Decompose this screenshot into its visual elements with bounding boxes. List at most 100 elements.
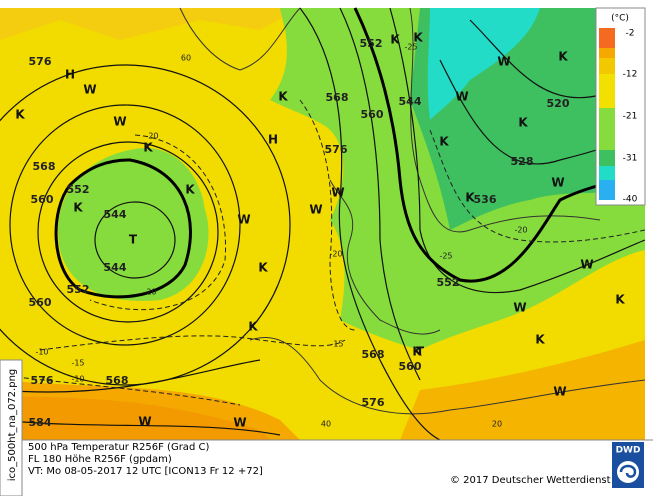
temperature-label: -20 (145, 132, 158, 141)
contour-label: 560 (399, 360, 422, 373)
contour-label: 576 (31, 374, 54, 387)
pressure-marker: H (65, 68, 75, 82)
footer-line: FL 180 Höhe R256F (gpdam) (28, 454, 172, 465)
legend-swatch (599, 150, 615, 166)
legend-labels: -2 -12 -21 -31 -40 (623, 29, 638, 205)
orange-region (400, 340, 645, 440)
pressure-marker: K (558, 50, 568, 64)
pressure-marker: W (138, 415, 151, 429)
temperature-label: 60 (181, 54, 191, 63)
temperature-label: -20 (329, 250, 342, 259)
contour-label: 576 (362, 396, 385, 409)
pressure-marker: W (497, 55, 510, 69)
pressure-marker: W (331, 186, 344, 200)
legend-swatch (599, 166, 615, 180)
map-labels: 576 568 560 552 544 544 552 560 576 568 584 568 560 5… (8, 31, 625, 430)
cold-green (58, 148, 209, 301)
temperature-label: -10 (71, 375, 84, 384)
footer-line: 500 hPa Temperatur R256F (Grad C) (28, 442, 209, 453)
pressure-marker: K (258, 261, 268, 275)
orange-region (0, 395, 270, 440)
temperature-label: -20 (514, 226, 527, 235)
legend-swatch (599, 180, 615, 200)
contour-label: 528 (511, 155, 534, 168)
map-area (0, 7, 646, 441)
pressure-marker: W (83, 83, 96, 97)
temperature-label: -20 (143, 288, 156, 297)
thick-contours (54, 7, 621, 299)
footer-line: VT: Mo 08-05-2017 12 UTC [ICON13 Fr 12 +… (28, 466, 263, 477)
pressure-marker: T (129, 233, 138, 247)
legend-swatch (599, 28, 615, 48)
pressure-marker: K (413, 31, 423, 45)
isotherms (0, 99, 646, 406)
contour-label: 560 (31, 193, 54, 206)
contour-label: 584 (29, 416, 52, 429)
pressure-marker: K (248, 320, 258, 334)
pressure-marker: W (551, 176, 564, 190)
legend-swatch (599, 74, 615, 108)
contour-label: 576 (29, 55, 52, 68)
logo-text: DWD (616, 446, 641, 456)
pressure-marker: K (143, 141, 153, 155)
pressure-marker: K (15, 108, 25, 122)
height-contours (0, 7, 646, 441)
contour-label: 520 (547, 97, 570, 110)
contour-label: 568 (362, 348, 385, 361)
pressure-marker: K (412, 345, 422, 359)
pressure-marker: W (309, 203, 322, 217)
pressure-marker: H (268, 133, 278, 147)
pressure-marker: K (535, 333, 545, 347)
orange-yellow (0, 8, 300, 40)
legend-unit: (°C) (611, 14, 629, 24)
contour-label: 552 (360, 37, 383, 50)
legend-label: -21 (623, 112, 638, 122)
filename: ico_500ht_na_072.png (7, 369, 18, 482)
contour-label: 568 (33, 160, 56, 173)
footer: 500 hPa Temperatur R256F (Grad C) FL 180… (0, 359, 653, 497)
contour-label: 552 (67, 183, 90, 196)
contour-label: 536 (474, 193, 497, 206)
contour-label: 560 (361, 108, 384, 121)
legend-label: -40 (623, 195, 638, 205)
contour-label: 544 (104, 261, 127, 274)
pressure-marker: W (233, 416, 246, 430)
temperature-label: -15 (71, 359, 84, 368)
legend-label: -31 (623, 154, 638, 164)
legend-swatch (599, 108, 615, 150)
temperature-label: -15 (330, 340, 343, 349)
contour-label: 560 (29, 296, 52, 309)
legend-label: -12 (623, 70, 638, 80)
pressure-marker: T (416, 345, 425, 359)
pressure-marker: W (113, 115, 126, 129)
pressure-marker: K (465, 191, 475, 205)
pressure-marker: K (439, 135, 449, 149)
pressure-marker: W (455, 90, 468, 104)
temperature-label: 40 (321, 420, 331, 429)
coastlines (179, 7, 646, 415)
temperature-label: 20 (492, 420, 502, 429)
pressure-marker: W (237, 213, 250, 227)
pressure-marker: K (73, 201, 83, 215)
pressure-marker: W (580, 258, 593, 272)
pressure-marker: W (513, 301, 526, 315)
contour-label: 544 (399, 95, 422, 108)
temperature-label: -25 (404, 43, 417, 52)
contour-label: 576 (325, 143, 348, 156)
contour-label: 544 (104, 208, 127, 221)
legend-label: -2 (626, 29, 635, 39)
pressure-marker: K (615, 293, 625, 307)
copyright: © 2017 Deutscher Wetterdienst (450, 475, 611, 486)
pressure-marker: K (278, 90, 288, 104)
legend-swatch (599, 58, 615, 74)
contour-label: 552 (437, 276, 460, 289)
pressure-marker: W (553, 385, 566, 399)
contour-label: 568 (326, 91, 349, 104)
contour-label: 568 (106, 374, 129, 387)
legend-swatch (599, 48, 615, 58)
logo-swirl (619, 464, 637, 478)
legend: (°C) -2 -12 -21 -31 -40 (595, 7, 646, 206)
temperature-label: -10 (35, 348, 48, 357)
contour-label: 552 (67, 283, 90, 296)
